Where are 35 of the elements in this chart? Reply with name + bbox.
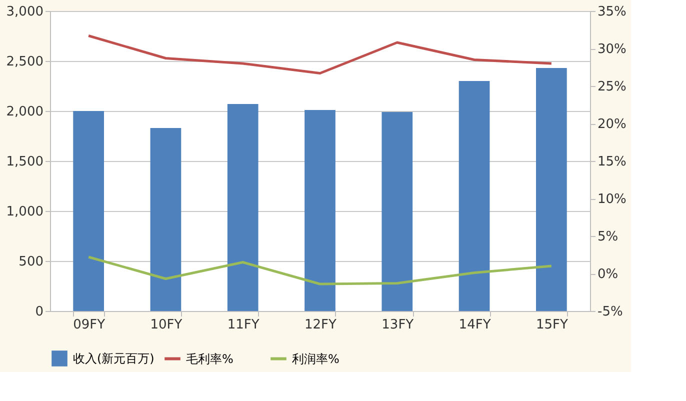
- x-tick-label: 09FY: [73, 318, 106, 332]
- bar: [536, 68, 567, 311]
- y2-tick-label: 20%: [598, 117, 626, 132]
- y2-tick-label: 30%: [598, 42, 626, 57]
- bar: [150, 128, 182, 311]
- line-series: [87, 256, 553, 286]
- x-tick-label: 12FY: [304, 318, 337, 332]
- x-tick-label: 13FY: [382, 318, 414, 332]
- bar: [382, 112, 413, 311]
- y2-tick-label: 25%: [598, 80, 626, 94]
- line-series: [87, 34, 553, 74]
- legend-label: 毛利率%: [186, 352, 234, 366]
- y2-tick-label: 10%: [598, 192, 626, 207]
- x-tick-label: 10FY: [150, 318, 182, 332]
- y-tick-label: 1,500: [6, 154, 44, 170]
- legend-label: 利润率%: [292, 352, 340, 366]
- bar: [227, 104, 258, 311]
- x-tick-label: 11FY: [227, 318, 260, 332]
- bar: [458, 81, 490, 311]
- y-tick-label: 500: [18, 254, 44, 270]
- y-tick-label: 0: [35, 304, 44, 320]
- y-tick-label: 2,000: [6, 104, 44, 120]
- y2-tick-label: 5%: [598, 230, 618, 244]
- y-tick-label: 3,000: [6, 4, 44, 20]
- y-tick-label: 2,500: [6, 54, 44, 70]
- y2-tick-label: -5%: [598, 304, 623, 320]
- bar: [73, 111, 104, 311]
- legend-label: 收入(新元百万): [73, 352, 154, 366]
- y2-tick-label: 35%: [598, 4, 626, 20]
- y2-tick-label: 15%: [598, 154, 626, 170]
- x-tick-label: 15FY: [536, 318, 568, 332]
- y2-tick-label: 0%: [598, 267, 618, 282]
- y-tick-label: 1,000: [6, 204, 44, 220]
- bar: [304, 110, 336, 311]
- x-tick-label: 14FY: [458, 318, 491, 332]
